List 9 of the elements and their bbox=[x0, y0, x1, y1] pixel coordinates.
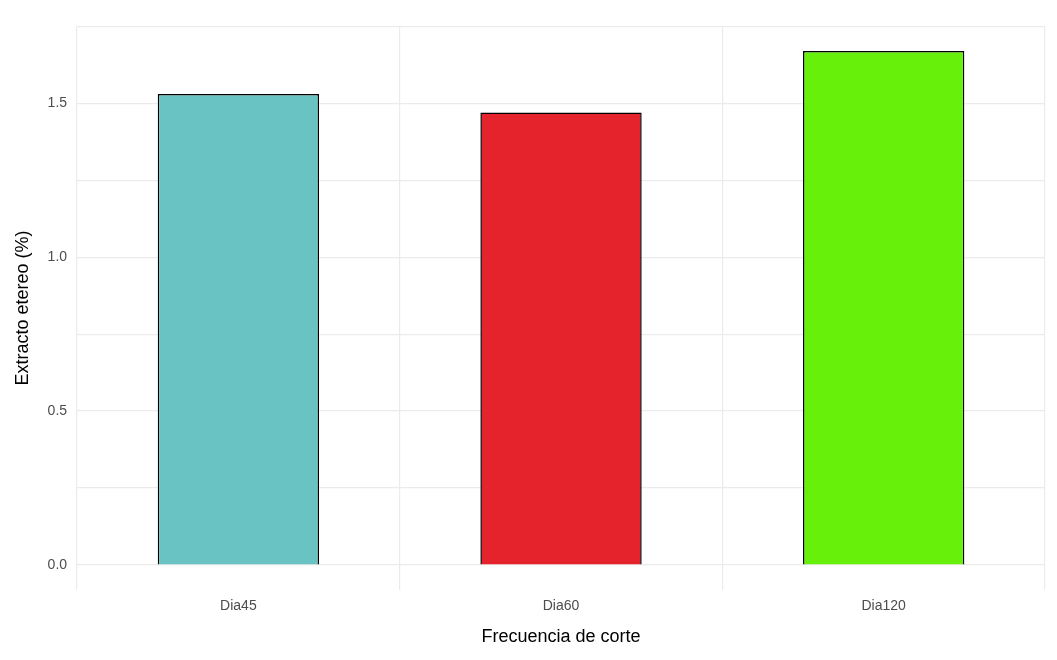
x-axis-title: Frecuencia de corte bbox=[481, 626, 641, 647]
y-tick-label: 0.5 bbox=[47, 401, 68, 418]
x-tick-label: Dia45 bbox=[220, 596, 257, 613]
x-tick-label: Dia120 bbox=[861, 596, 907, 613]
y-axis-title: Extracto etereo (%) bbox=[11, 230, 32, 386]
y-tick-label: 0.0 bbox=[47, 555, 68, 572]
y-tick-label: 1.0 bbox=[47, 248, 68, 265]
y-tick-label: 1.5 bbox=[47, 94, 68, 111]
x-tick-label: Dia60 bbox=[542, 596, 580, 613]
